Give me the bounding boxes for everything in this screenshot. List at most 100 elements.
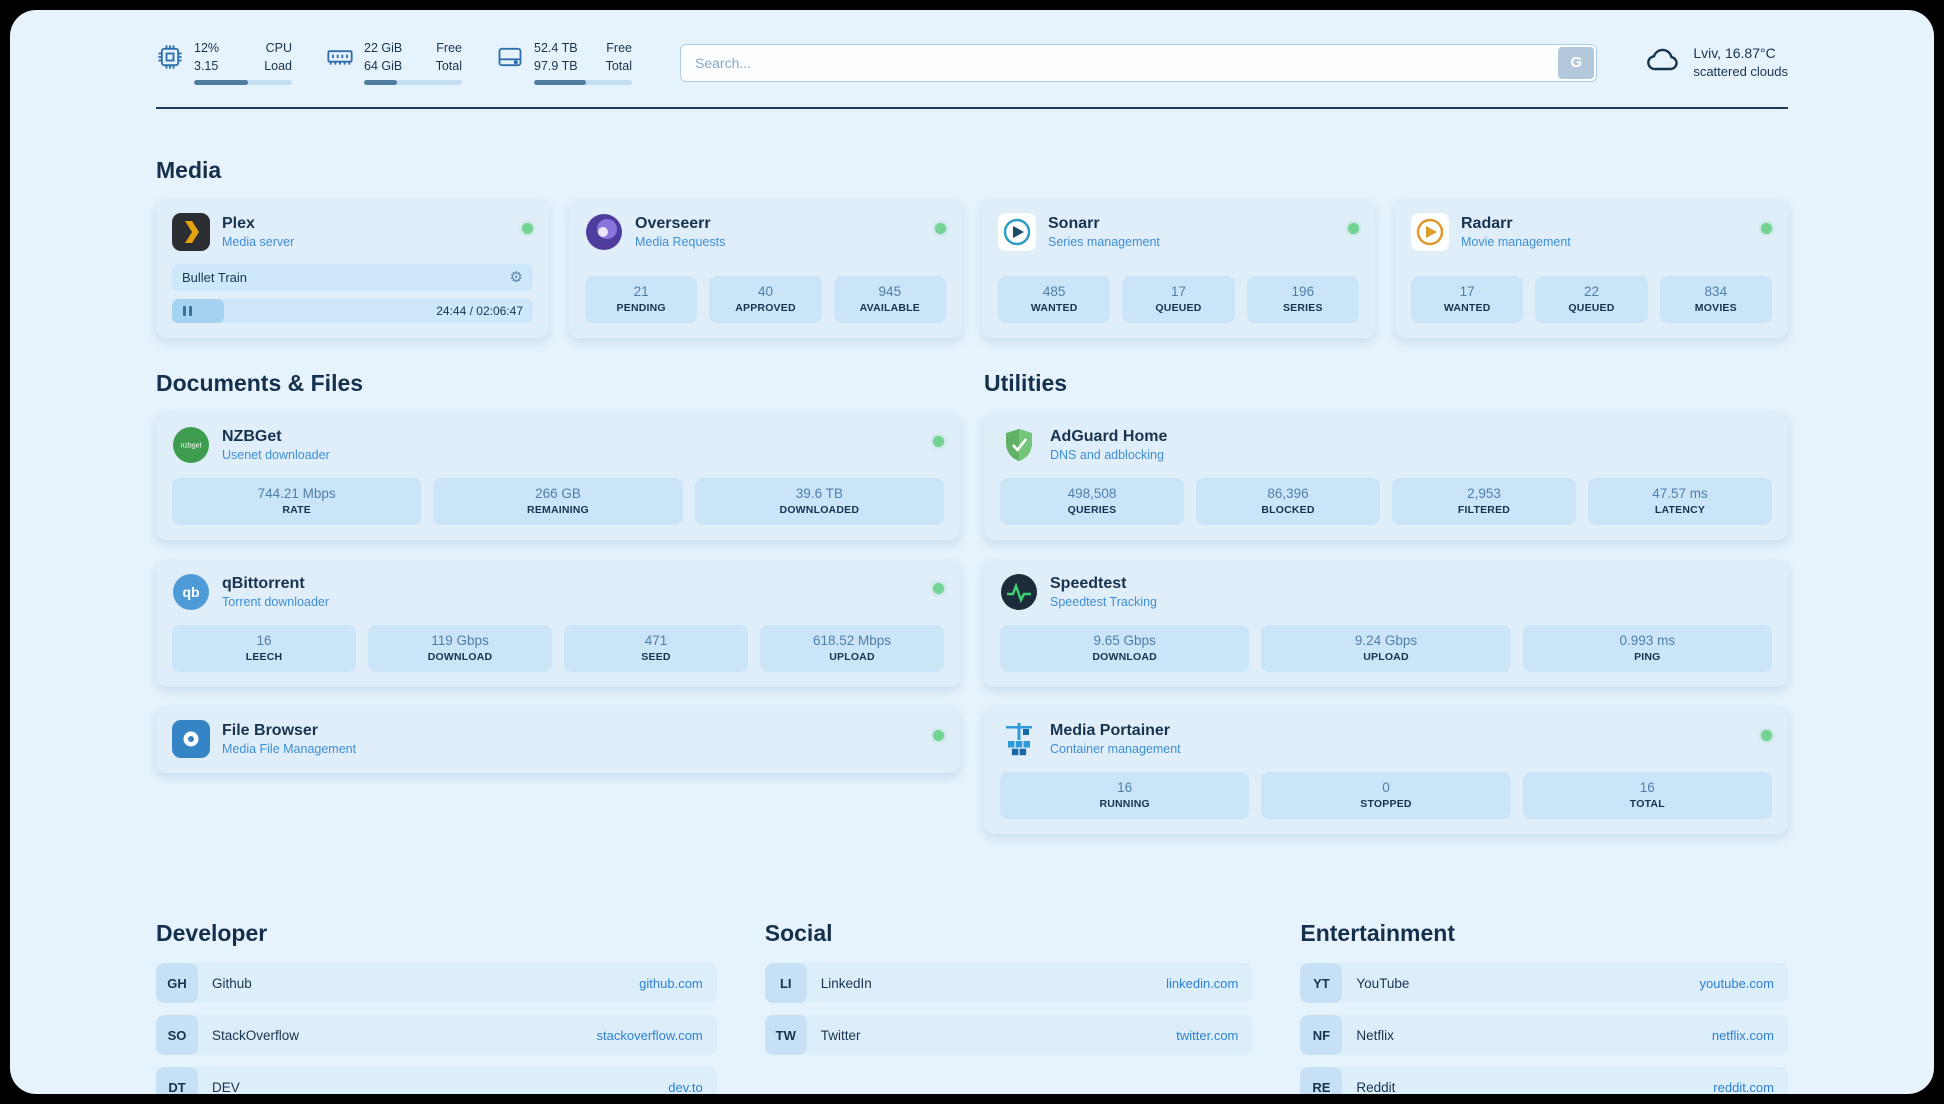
stat-queued: 22 QUEUED: [1535, 276, 1648, 323]
cpu-percent: 12%: [194, 41, 220, 55]
section-heading-documents: Documents & Files: [156, 370, 364, 396]
disk-progress-fill: [534, 80, 586, 85]
bookmark-url: github.com: [639, 975, 703, 991]
stat-wanted: 485 WANTED: [998, 276, 1111, 323]
playback-time: 24:44 / 02:06:47: [436, 304, 523, 318]
top-bar: 12% CPU 3.15 Load 22 GiB Free 64 GiB Total: [156, 40, 1788, 85]
bookmark-linkedin[interactable]: LI LinkedIn linkedin.com: [764, 963, 1253, 1003]
adguard-icon: [1000, 426, 1038, 464]
stat-queries: 498,508 QUERIES: [1000, 478, 1184, 525]
app-card-plex[interactable]: Plex Media server Bullet Train ⚙ 24:44 /…: [156, 200, 549, 338]
app-card-overseerr[interactable]: Overseerr Media Requests 21 PENDING 40 APP…: [569, 200, 962, 338]
app-card-sonarr[interactable]: Sonarr Series management 485 WANTED 17 QUE…: [982, 200, 1375, 338]
stat-seed: 471 SEED: [564, 625, 748, 672]
stat-leech: 16 LEECH: [172, 625, 356, 672]
app-card-nzbget[interactable]: nzbget NZBGet Usenet downloader 744.21 M…: [156, 413, 960, 540]
ram-progress-track: [364, 80, 462, 85]
bookmark-netflix[interactable]: NF Netflix netflix.com: [1300, 1015, 1788, 1055]
app-subtitle: Media server: [222, 235, 295, 249]
section-heading-utilities: Utilities: [984, 370, 1068, 396]
stat-download: 9.65 Gbps DOWNLOAD: [1000, 625, 1250, 672]
status-badge: [1761, 223, 1772, 234]
bookmark-url: reddit.com: [1713, 1079, 1774, 1095]
bookmark-abbr: GH: [156, 963, 198, 1003]
status-badge: [1348, 223, 1359, 234]
bookmark-name: Netflix: [1356, 1027, 1394, 1043]
bookmark-name: Github: [212, 975, 252, 991]
pause-button[interactable]: [172, 299, 224, 323]
app-subtitle: Series management: [1048, 235, 1160, 249]
stat-total: 16 TOTAL: [1522, 772, 1772, 819]
app-subtitle: DNS and adblocking: [1050, 448, 1164, 462]
app-title: Radarr: [1461, 215, 1513, 232]
stat-wanted: 17 WANTED: [1411, 276, 1524, 323]
app-title: NZBGet: [222, 428, 282, 445]
now-playing-row: Bullet Train ⚙: [172, 264, 533, 291]
cpu-load: 3.15: [194, 58, 219, 73]
app-card-radarr[interactable]: Radarr Movie management 17 WANTED 22 QUEUE…: [1395, 200, 1788, 338]
ram-label-1: Free: [436, 41, 462, 55]
stat-available: 945 AVAILABLE: [833, 276, 946, 323]
bookmark-abbr: YT: [1300, 963, 1343, 1003]
playback-progress[interactable]: 24:44 / 02:06:47: [172, 299, 533, 323]
search-input[interactable]: [680, 43, 1598, 82]
status-badge: [935, 223, 946, 234]
cpu-label-1: CPU: [265, 41, 292, 55]
ram-total: 64 GiB: [364, 58, 403, 73]
stat-upload: 9.24 Gbps UPLOAD: [1261, 625, 1511, 672]
bookmark-dev[interactable]: DT DEV dev.to: [156, 1067, 717, 1094]
svg-text:qb: qb: [182, 584, 199, 600]
app-card-adguard[interactable]: AdGuard Home DNS and adblocking 498,508 Q…: [984, 413, 1788, 540]
weather-location: Lviv, 16.87°C: [1693, 44, 1776, 61]
bookmark-name: Reddit: [1356, 1079, 1396, 1095]
app-card-qbittorrent[interactable]: qb qBittorrent Torrent downloader 16 LEEC…: [156, 560, 960, 687]
cpu-label-2: Load: [264, 58, 292, 73]
stat-filtered: 2,953 FILTERED: [1392, 478, 1576, 525]
stat-pending: 21 PENDING: [585, 276, 698, 323]
stat-rate: 744.21 Mbps RATE: [172, 478, 422, 525]
app-subtitle: Usenet downloader: [222, 448, 330, 462]
bookmark-stackoverflow[interactable]: SO StackOverflow stackoverflow.com: [156, 1015, 717, 1055]
disk-label-1: Free: [606, 41, 632, 55]
disk-progress-track: [534, 80, 632, 85]
app-card-speedtest[interactable]: Speedtest Speedtest Tracking 9.65 Gbps DO…: [984, 560, 1788, 687]
section-heading-social: Social: [764, 920, 833, 946]
app-card-portainer[interactable]: Media Portainer Container management 16 R…: [984, 707, 1788, 834]
bookmark-name: LinkedIn: [820, 975, 872, 991]
bookmark-twitter[interactable]: TW Twitter twitter.com: [764, 1015, 1253, 1055]
bookmark-youtube[interactable]: YT YouTube youtube.com: [1300, 963, 1788, 1003]
bookmark-name: YouTube: [1356, 975, 1410, 991]
stat-blocked: 86,396 BLOCKED: [1196, 478, 1380, 525]
svg-text:nzbget: nzbget: [180, 443, 201, 450]
ram-progress-fill: [364, 80, 398, 85]
status-badge: [933, 730, 944, 741]
header-divider: [156, 107, 1788, 109]
bookmark-abbr: NF: [1300, 1015, 1343, 1055]
ram-label-2: Total: [435, 58, 462, 73]
status-badge: [522, 223, 533, 234]
app-title: qBittorrent: [222, 575, 305, 592]
stat-queued: 17 QUEUED: [1122, 276, 1235, 323]
app-title: Plex: [222, 215, 255, 232]
bookmark-abbr: LI: [764, 963, 807, 1003]
cpu-progress-fill: [194, 80, 248, 85]
bookmark-reddit[interactable]: RE Reddit reddit.com: [1300, 1067, 1788, 1094]
gear-icon[interactable]: ⚙: [509, 269, 523, 286]
cpu-icon: [156, 43, 184, 76]
cpu-progress-track: [194, 80, 292, 85]
search-provider-button[interactable]: G: [1558, 46, 1595, 79]
app-card-filebrowser[interactable]: File Browser Media File Management: [156, 707, 960, 773]
stat-approved: 40 APPROVED: [709, 276, 822, 323]
app-title: Speedtest: [1050, 575, 1127, 592]
app-subtitle: Media File Management: [222, 742, 357, 756]
bookmark-github[interactable]: GH Github github.com: [156, 963, 717, 1003]
bookmark-name: DEV: [212, 1079, 240, 1095]
status-badge: [933, 436, 944, 447]
section-heading-entertainment: Entertainment: [1300, 920, 1456, 946]
bookmark-abbr: RE: [1300, 1067, 1343, 1094]
stat-upload: 618.52 Mbps UPLOAD: [760, 625, 944, 672]
cpu-widget: 12% CPU 3.15 Load: [156, 40, 292, 85]
bookmark-abbr: DT: [156, 1067, 198, 1094]
bookmark-name: StackOverflow: [212, 1027, 300, 1043]
